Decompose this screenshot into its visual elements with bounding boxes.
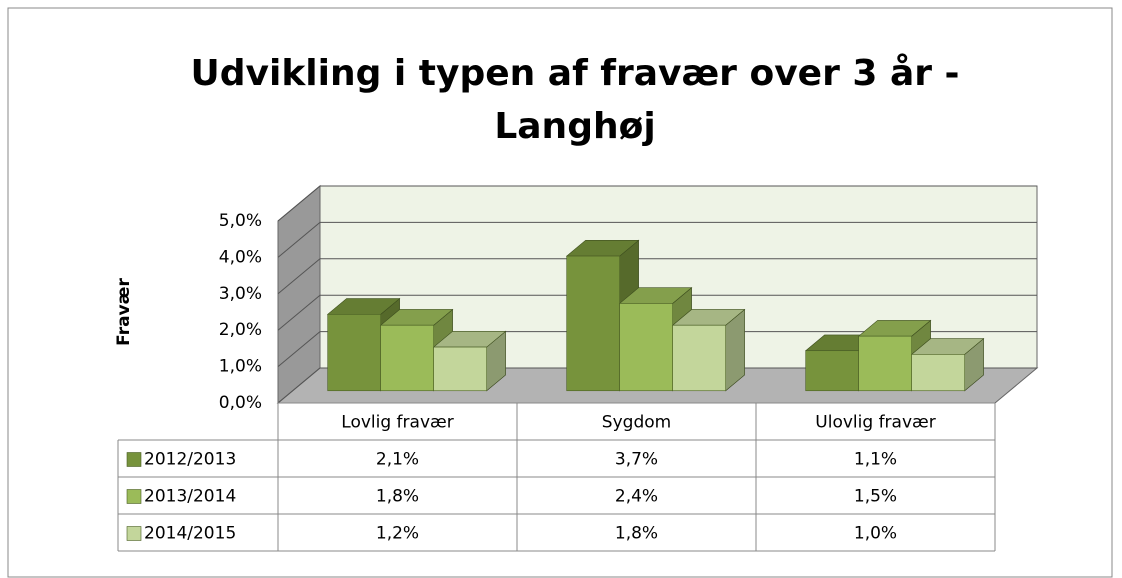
legend-key [126,452,142,467]
chart-title-line: Langhøj [494,106,655,147]
grid-line [277,185,1037,222]
side-wall [277,184,321,405]
bar-front [566,255,621,392]
bar [618,286,693,392]
legend-label: 2013/2014 [144,487,236,507]
x-tick-label: Lovlig fravær [341,413,453,433]
bar-front [672,324,727,392]
y-tick-label: 5,0% [219,211,262,231]
grid-line [277,331,1037,367]
table-value: 1,1% [854,450,897,470]
bar [565,239,640,392]
x-tick-label: Sygdom [602,413,671,433]
grid-line [277,367,1037,404]
chart-title-line: Udvikling i typen af fravær over 3 år - [191,53,960,94]
y-tick-label: 3,0% [219,284,262,304]
bar [910,337,985,392]
grid-line [277,258,1037,295]
table-value: 2,4% [615,487,658,507]
bar [432,330,507,392]
table-value: 1,2% [376,524,419,544]
bar-front [327,314,382,392]
bar-front [619,303,674,392]
legend-label: 2014/2015 [144,524,236,544]
bar-front [911,354,966,392]
table-value: 2,1% [376,450,419,470]
table-value: 3,7% [615,450,658,470]
table-value: 1,0% [854,524,897,544]
y-tick-label: 4,0% [219,247,262,267]
y-tick-label: 1,0% [219,357,262,377]
y-axis-label: Fravær [114,278,134,346]
legend-key [126,526,142,541]
grid-line [277,294,1037,331]
bar-front [380,324,435,392]
legend-key [126,489,142,504]
grid-line [277,221,1037,258]
y-tick-label: 2,0% [219,320,262,340]
legend-label: 2012/2013 [144,450,236,470]
bar-front [433,346,488,392]
table-value: 1,5% [854,487,897,507]
table-value: 1,8% [615,524,658,544]
x-tick-label: Ulovlig fravær [815,413,935,433]
bar-front [805,350,860,392]
table-value: 1,8% [376,487,419,507]
y-tick-label: 0,0% [219,393,262,413]
bar [671,308,746,392]
bar-front [858,335,913,392]
